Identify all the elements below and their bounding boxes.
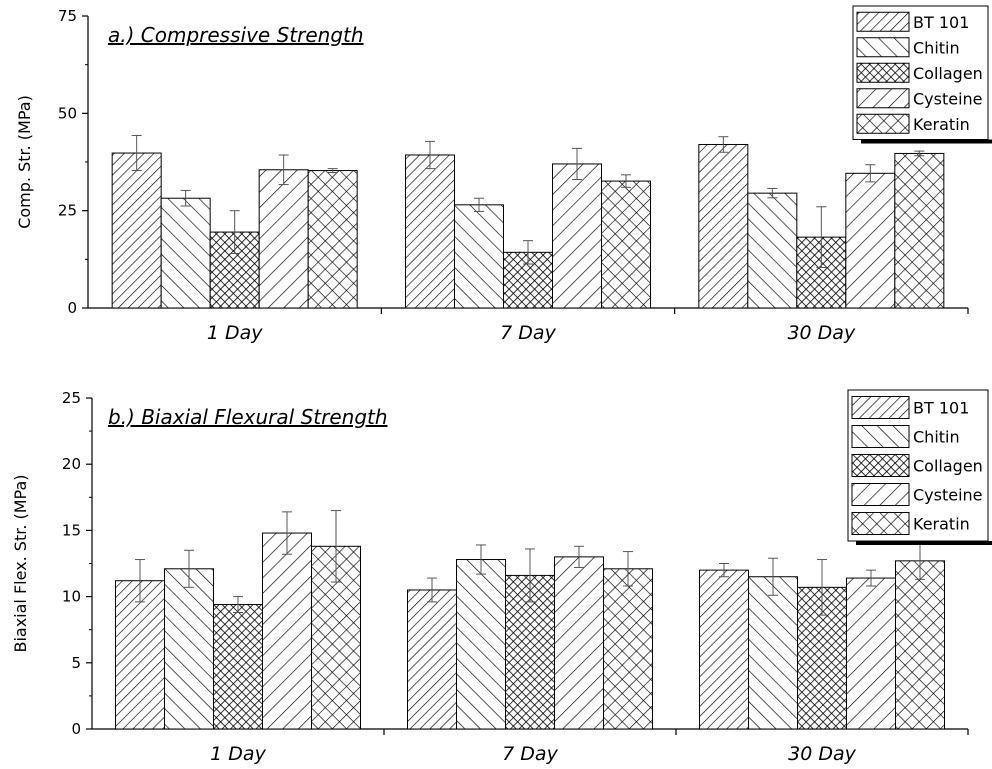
x-tick-label: 30 Day — [788, 743, 856, 765]
bar — [846, 577, 896, 730]
bar — [111, 152, 162, 309]
legend-swatch — [851, 454, 910, 477]
bar — [407, 589, 457, 730]
bar — [307, 170, 358, 309]
bar — [845, 172, 896, 309]
bar — [699, 569, 749, 730]
bar — [454, 204, 504, 309]
legend-swatch — [856, 37, 910, 58]
x-tick-label: 1 Day — [210, 743, 266, 765]
bar — [894, 152, 945, 309]
panel-a: 0 25 50 75 Comp. Str. (MPa) a.) Compressive S… — [15, 5, 992, 344]
legend-label: Keratin — [913, 115, 970, 134]
chart-title: a.) Compressive Strength — [108, 23, 364, 47]
bar — [456, 559, 506, 730]
bar — [213, 604, 263, 730]
bar — [262, 532, 312, 730]
legend-label: Cysteine — [913, 89, 983, 108]
legend-swatch — [851, 396, 910, 419]
bar — [164, 568, 214, 730]
legend-label: Chitin — [913, 38, 960, 57]
panel-b: 0 5 10 15 20 25 Biaxial Flex. Str. (MPa) b.) Bi… — [11, 389, 992, 765]
legend-label: Keratin — [913, 515, 970, 534]
y-axis-title: Biaxial Flex. Str. (MPa) — [11, 474, 30, 652]
y-tick-label: 25 — [62, 389, 81, 407]
legend-swatch — [856, 88, 910, 109]
chart-title: b.) Biaxial Flexural Strength — [108, 405, 388, 429]
bar — [160, 197, 211, 309]
legend-swatch — [856, 113, 910, 134]
y-tick-label: 5 — [71, 654, 81, 672]
legend-swatch — [856, 62, 910, 83]
legend-label: Collagen — [913, 457, 983, 476]
bar — [552, 163, 602, 309]
legend-swatch — [851, 425, 910, 448]
y-tick-label: 20 — [62, 455, 81, 473]
bar — [603, 568, 653, 730]
y-axis-title: Comp. Str. (MPa) — [15, 95, 34, 229]
x-tick-label: 1 Day — [207, 322, 263, 344]
legend-label: Chitin — [913, 428, 960, 447]
legend-swatch — [851, 483, 910, 506]
legend-swatch — [856, 11, 910, 32]
bar — [698, 143, 749, 309]
bar — [405, 154, 455, 309]
y-tick-label: 0 — [71, 720, 81, 738]
y-tick-label: 25 — [58, 202, 77, 220]
x-tick-label: 30 Day — [787, 322, 855, 344]
legend-label: Collagen — [913, 64, 983, 83]
legend-label: BT 101 — [913, 399, 969, 418]
bar — [258, 169, 309, 309]
x-tick-label: 7 Day — [500, 322, 556, 344]
bar — [601, 180, 651, 309]
legend-label: BT 101 — [913, 13, 969, 32]
y-tick-label: 15 — [62, 521, 81, 539]
legend-swatch — [851, 512, 910, 535]
bar — [748, 576, 798, 730]
bar — [895, 560, 945, 730]
y-tick-label: 50 — [58, 104, 77, 122]
bar — [554, 556, 604, 730]
legend-label: Cysteine — [913, 486, 983, 505]
x-tick-label: 7 Day — [502, 743, 558, 765]
y-tick-label: 10 — [62, 588, 81, 606]
bar — [115, 580, 165, 730]
y-tick-label: 0 — [67, 299, 77, 317]
bar — [747, 192, 798, 309]
y-tick-label: 75 — [58, 7, 77, 25]
